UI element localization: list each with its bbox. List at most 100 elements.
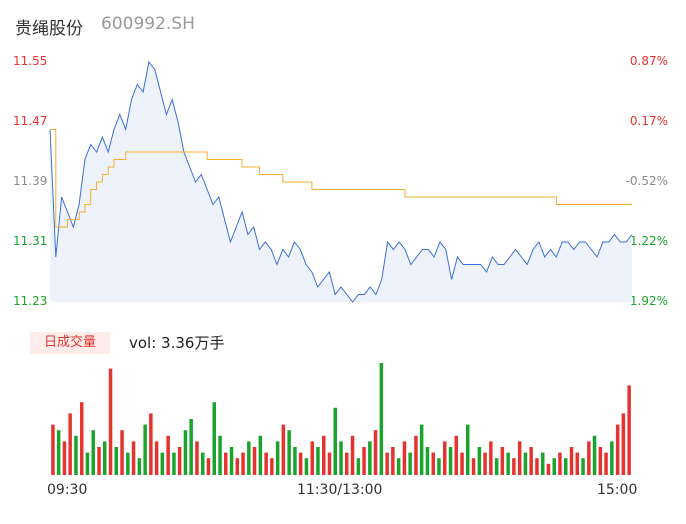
volume-bar [252, 447, 257, 475]
volume-bar [621, 413, 626, 475]
volume-bar [535, 458, 539, 475]
change-tick-label: -1.92% [625, 294, 668, 308]
volume-bar [379, 363, 384, 475]
volume-bar [569, 447, 574, 475]
time-label-open: 09:30 [47, 482, 88, 498]
volume-bar [56, 430, 61, 475]
volume-bar [541, 452, 545, 475]
volume-bar [471, 458, 476, 475]
volume-bar [345, 452, 349, 475]
price-tick-label: 11.23 [13, 294, 48, 308]
volume-bar [241, 452, 245, 475]
volume-bar [477, 447, 482, 475]
volume-bar [51, 424, 55, 475]
change-tick-label: -0.52% [625, 174, 668, 188]
volume-bar [512, 458, 516, 475]
volume-bar [402, 441, 407, 475]
volume-bar [275, 441, 280, 475]
volume-bar [189, 419, 193, 475]
volume-bar [143, 424, 147, 475]
volume-bar [517, 441, 522, 475]
volume-bar [201, 452, 205, 475]
volume-bar [552, 458, 556, 475]
volume-bar [494, 458, 499, 475]
volume-bar [270, 458, 274, 475]
volume-bar [356, 458, 361, 475]
volume-bar [212, 402, 216, 475]
volume-bar [316, 447, 320, 475]
volume-bar [322, 435, 326, 475]
volume-bar [114, 447, 118, 475]
volume-bar [598, 447, 603, 475]
volume-bar [587, 441, 591, 475]
volume-bar [437, 458, 441, 475]
volume-bar [298, 452, 303, 475]
price-area [50, 62, 632, 302]
time-label-midday: 11:30/13:00 [297, 482, 383, 498]
volume-bar [149, 413, 153, 475]
volume-bar [166, 435, 170, 475]
volume-bar [362, 447, 366, 475]
volume-bar [460, 452, 464, 475]
volume-bar [529, 447, 533, 475]
volume-bar [448, 447, 453, 475]
change-tick-label: 0.87% [629, 54, 668, 68]
volume-bar [575, 452, 579, 475]
volume-bar [74, 435, 78, 475]
price-tick-label: 11.47 [13, 114, 48, 128]
volume-bar [592, 435, 597, 475]
volume-text: vol: 3.36万手 [129, 334, 225, 352]
volume-bar [206, 458, 211, 475]
volume-bar [604, 452, 608, 475]
volume-bar [581, 458, 585, 475]
stock-code: 600992.SH [101, 14, 195, 34]
volume-bar [120, 430, 124, 475]
volume-bar [183, 430, 188, 475]
volume-bar [154, 441, 159, 475]
volume-bar [126, 452, 130, 475]
volume-bar [339, 441, 343, 475]
volume-bar [489, 441, 493, 475]
volume-bar [396, 458, 401, 475]
volume-bar [368, 441, 372, 475]
volume-bar [425, 447, 430, 475]
volume-bar [419, 424, 424, 475]
volume-bar [137, 458, 142, 475]
volume-bar [68, 413, 72, 475]
volume-bar [218, 435, 222, 475]
volume-bar [431, 452, 435, 475]
volume-bar [523, 452, 528, 475]
volume-bar [172, 452, 176, 475]
stock-name: 贵绳股份 [15, 19, 83, 39]
change-tick-label: 0.17% [629, 114, 668, 128]
volume-badge[interactable]: 日成交量 [30, 332, 110, 354]
volume-bar [506, 452, 510, 475]
volume-bar [281, 424, 286, 475]
volume-bar [85, 452, 90, 475]
volume-bar [229, 447, 234, 475]
volume-bar [564, 458, 568, 475]
volume-bar [91, 430, 95, 475]
volume-bar [235, 458, 239, 475]
volume-bar [62, 441, 67, 475]
volume-bar [443, 441, 447, 475]
volume-bar [546, 463, 551, 475]
volume-bar [247, 441, 251, 475]
volume-bar [414, 435, 418, 475]
volume-bar [454, 435, 458, 475]
price-tick-label: 11.31 [13, 234, 48, 248]
volume-bar [160, 452, 165, 475]
volume-bar [333, 407, 337, 475]
volume-bar [195, 441, 199, 475]
volume-bar [293, 447, 297, 475]
volume-bar [310, 441, 314, 475]
price-tick-label: 11.39 [13, 174, 48, 188]
volume-bar [327, 452, 332, 475]
volume-bar [80, 402, 84, 475]
volume-bar [385, 452, 389, 475]
volume-bar [391, 447, 395, 475]
volume-bar [108, 368, 113, 475]
volume-bar [483, 452, 487, 475]
volume-bar [627, 385, 631, 475]
